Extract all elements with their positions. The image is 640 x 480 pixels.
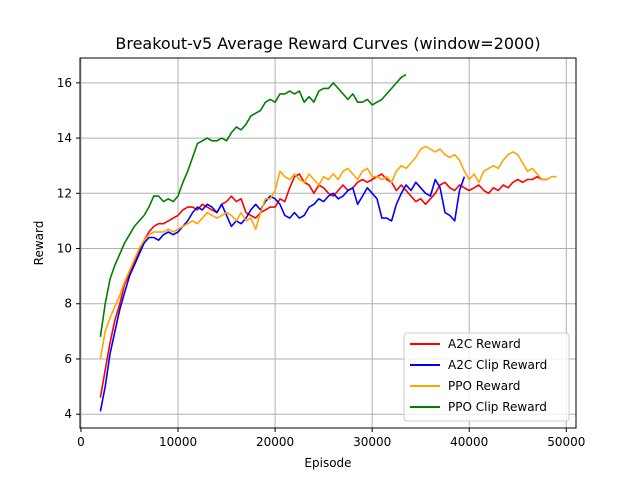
x-tick-label: 0 [77, 435, 85, 449]
x-tick-label: 20000 [256, 435, 294, 449]
legend-label-ppo-clip-reward: PPO Clip Reward [448, 400, 547, 414]
series-line-a2c-reward [99, 173, 547, 398]
x-tick-label: 40000 [450, 435, 488, 449]
y-tick-label: 16 [57, 76, 72, 90]
y-tick-label: 14 [57, 131, 72, 145]
x-axis-label: Episode [304, 456, 351, 470]
legend-label-a2c-clip-reward: A2C Clip Reward [448, 358, 547, 372]
series-lines [99, 73, 557, 412]
x-tick-label: 30000 [353, 435, 391, 449]
series-line-ppo-clip-reward [99, 73, 407, 338]
x-tick-label: 50000 [547, 435, 585, 449]
y-tick-label: 12 [57, 186, 72, 200]
y-axis-label: Reward [32, 221, 46, 266]
legend-box [403, 332, 570, 422]
series-line-a2c-clip-reward [99, 176, 466, 412]
y-tick-label: 8 [64, 297, 72, 311]
y-tick-label: 10 [57, 242, 72, 256]
chart-title: Breakout-v5 Average Reward Curves (windo… [115, 34, 540, 53]
y-tick-label: 4 [64, 407, 72, 421]
legend: A2C Reward A2C Clip Reward PPO Reward PPO C… [403, 332, 570, 422]
plot-area [79, 57, 577, 429]
series-line-ppo-reward [99, 145, 557, 360]
ticks: 0 10000 20000 30000 40000 50000 4 6 8 10 12 14 16 [57, 76, 586, 449]
x-tick-label: 10000 [159, 435, 197, 449]
legend-label-ppo-reward: PPO Reward [448, 379, 520, 393]
legend-label-a2c-reward: A2C Reward [448, 337, 521, 351]
y-tick-label: 6 [64, 352, 72, 366]
